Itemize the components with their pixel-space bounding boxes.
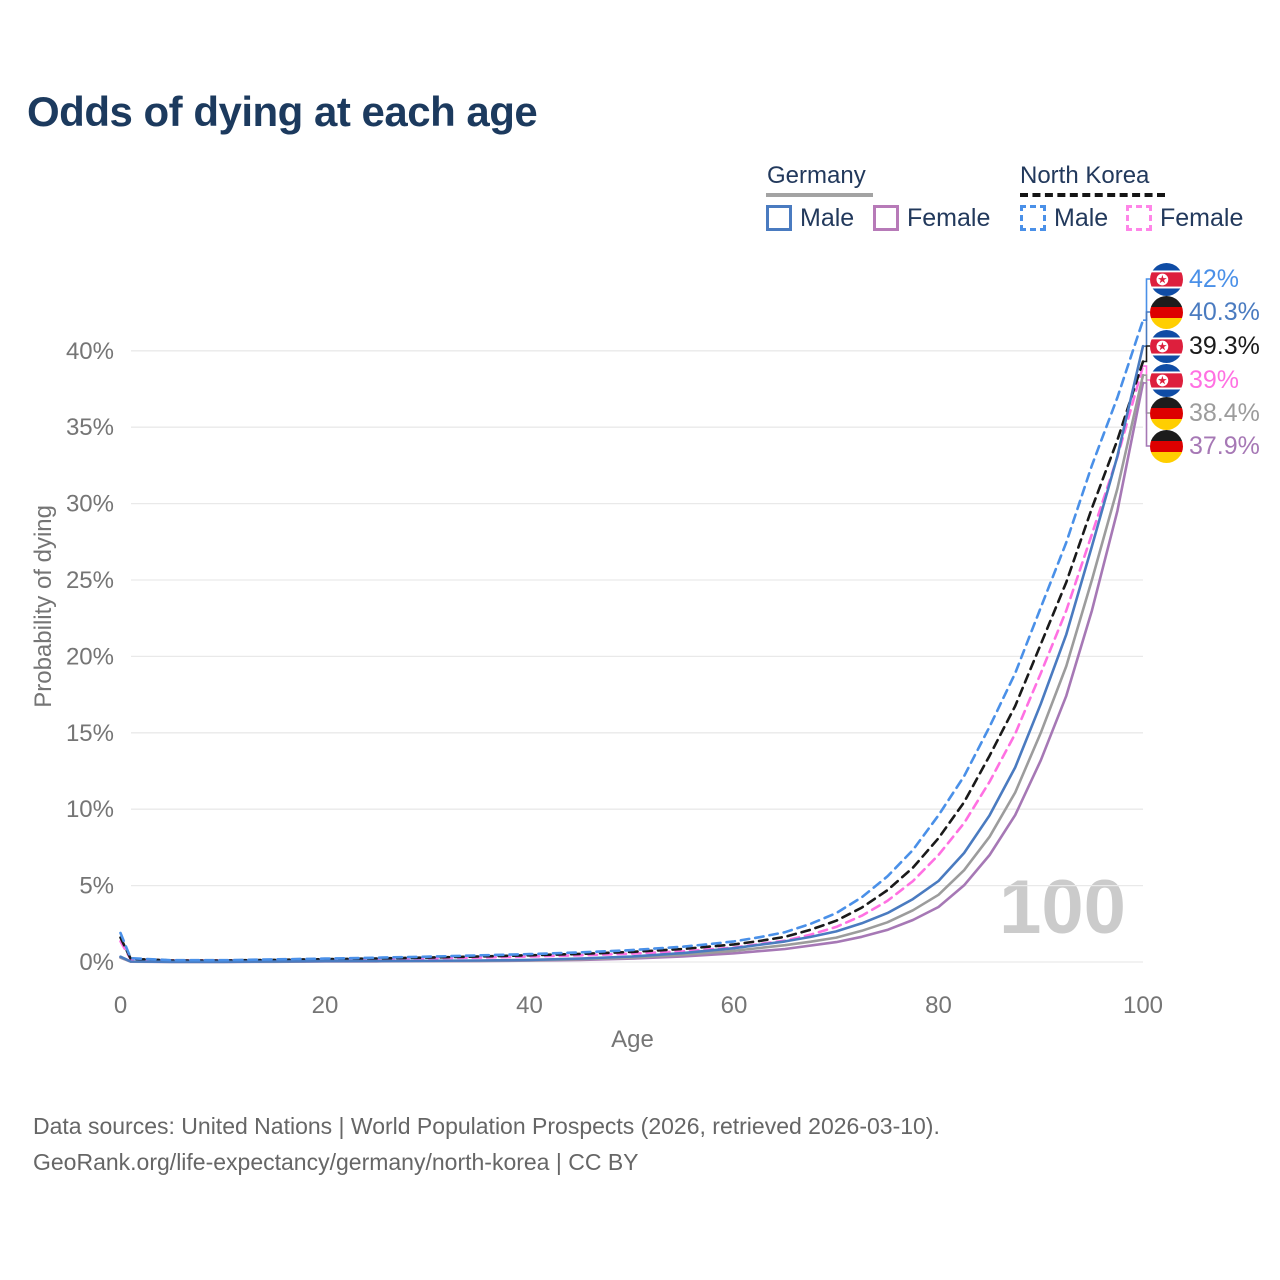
legend-north-korea-underline [1020,193,1165,197]
leader-nk-both [1143,345,1150,363]
end-value-label: 40.3% [1189,297,1260,326]
x-tick-label: 80 [925,992,952,1019]
y-tick-label: 5% [79,873,114,900]
x-axis-title: Age [611,1026,654,1053]
x-tick-label: 0 [114,992,127,1019]
north-korea-flag [1150,363,1183,397]
end-label-de-male: 40.3% [1150,295,1260,329]
page-title: Odds of dying at each age [27,88,538,135]
leader-nk-male [1143,278,1150,321]
y-tick-label: 30% [66,491,114,518]
leader-nk-female [1143,365,1150,381]
y-tick-label: 15% [66,720,114,747]
footer-sources-line: Data sources: United Nations | World Pop… [33,1113,940,1139]
x-tick-label: 60 [721,992,748,1019]
legend-item-north-korea-female[interactable]: Female [1126,204,1243,232]
north-korea-male-swatch-icon [1020,205,1046,231]
germany-flag [1150,396,1183,430]
curve-de-male[interactable] [119,344,1145,964]
legend-item-germany-female[interactable]: Female [873,204,990,232]
legend-group-north-korea-label: North Korea [1020,162,1150,189]
y-axis-title: Probability of dying [30,505,57,708]
end-value-label: 38.4% [1189,398,1260,427]
end-label-de-both: 38.4% [1150,396,1260,430]
end-label-nk-male: 42% [1150,262,1239,296]
legend-item-germany-male[interactable]: Male [766,204,854,232]
north-korea-female-swatch-icon [1126,205,1152,231]
y-tick-label: 25% [66,567,114,594]
end-value-label: 39% [1189,365,1240,394]
germany-male-swatch-icon [766,205,792,231]
legend-item-label: Female [1160,203,1244,232]
data-sources-footer: Data sources: United Nations | World Pop… [33,1108,940,1180]
end-value-label: 39.3% [1189,331,1260,360]
legend-item-label: Male [1054,203,1109,232]
end-label-de-female: 37.9% [1150,429,1260,463]
x-tick-label: 20 [312,992,339,1019]
y-tick-label: 20% [66,643,114,670]
curve-nk-both[interactable] [119,360,1145,962]
x-tick-label: 100 [1123,992,1163,1019]
legend-item-north-korea-male[interactable]: Male [1020,204,1108,232]
north-korea-flag [1150,262,1183,296]
curve-nk-male[interactable] [119,318,1145,962]
curve-de-female[interactable] [119,381,1145,964]
x-tick-label: 40 [516,992,543,1019]
legend-item-label: Female [907,203,991,232]
leader-de-female [1143,382,1150,447]
leader-de-male [1143,311,1150,347]
y-tick-label: 10% [66,796,114,823]
curve-nk-female[interactable] [119,364,1145,962]
north-korea-flag [1150,329,1183,363]
footer-attribution-line: GeoRank.org/life-expectancy/germany/nort… [33,1149,639,1175]
end-label-nk-female: 39% [1150,363,1239,397]
chart-plot-area[interactable]: 0% 5% 10% 15% 20% 25% 30% 35% 40% 0 20 40 60 80 100 [0,0,1280,1080]
germany-female-swatch-icon [873,205,899,231]
legend-group-germany-label: Germany [767,162,866,189]
curve-de-both[interactable] [119,373,1145,964]
germany-flag [1150,295,1183,329]
legend-germany-underline [766,193,873,197]
y-tick-label: 35% [66,414,114,441]
y-tick-label: 40% [66,338,114,365]
germany-flag [1150,429,1183,463]
y-tick-label: 0% [79,949,114,976]
hover-age-watermark: 100 [999,865,1126,950]
legend-item-label: Male [800,203,855,232]
end-label-nk-both: 39.3% [1150,329,1260,363]
end-value-label: 37.9% [1189,431,1260,460]
end-value-label: 42% [1189,264,1240,293]
